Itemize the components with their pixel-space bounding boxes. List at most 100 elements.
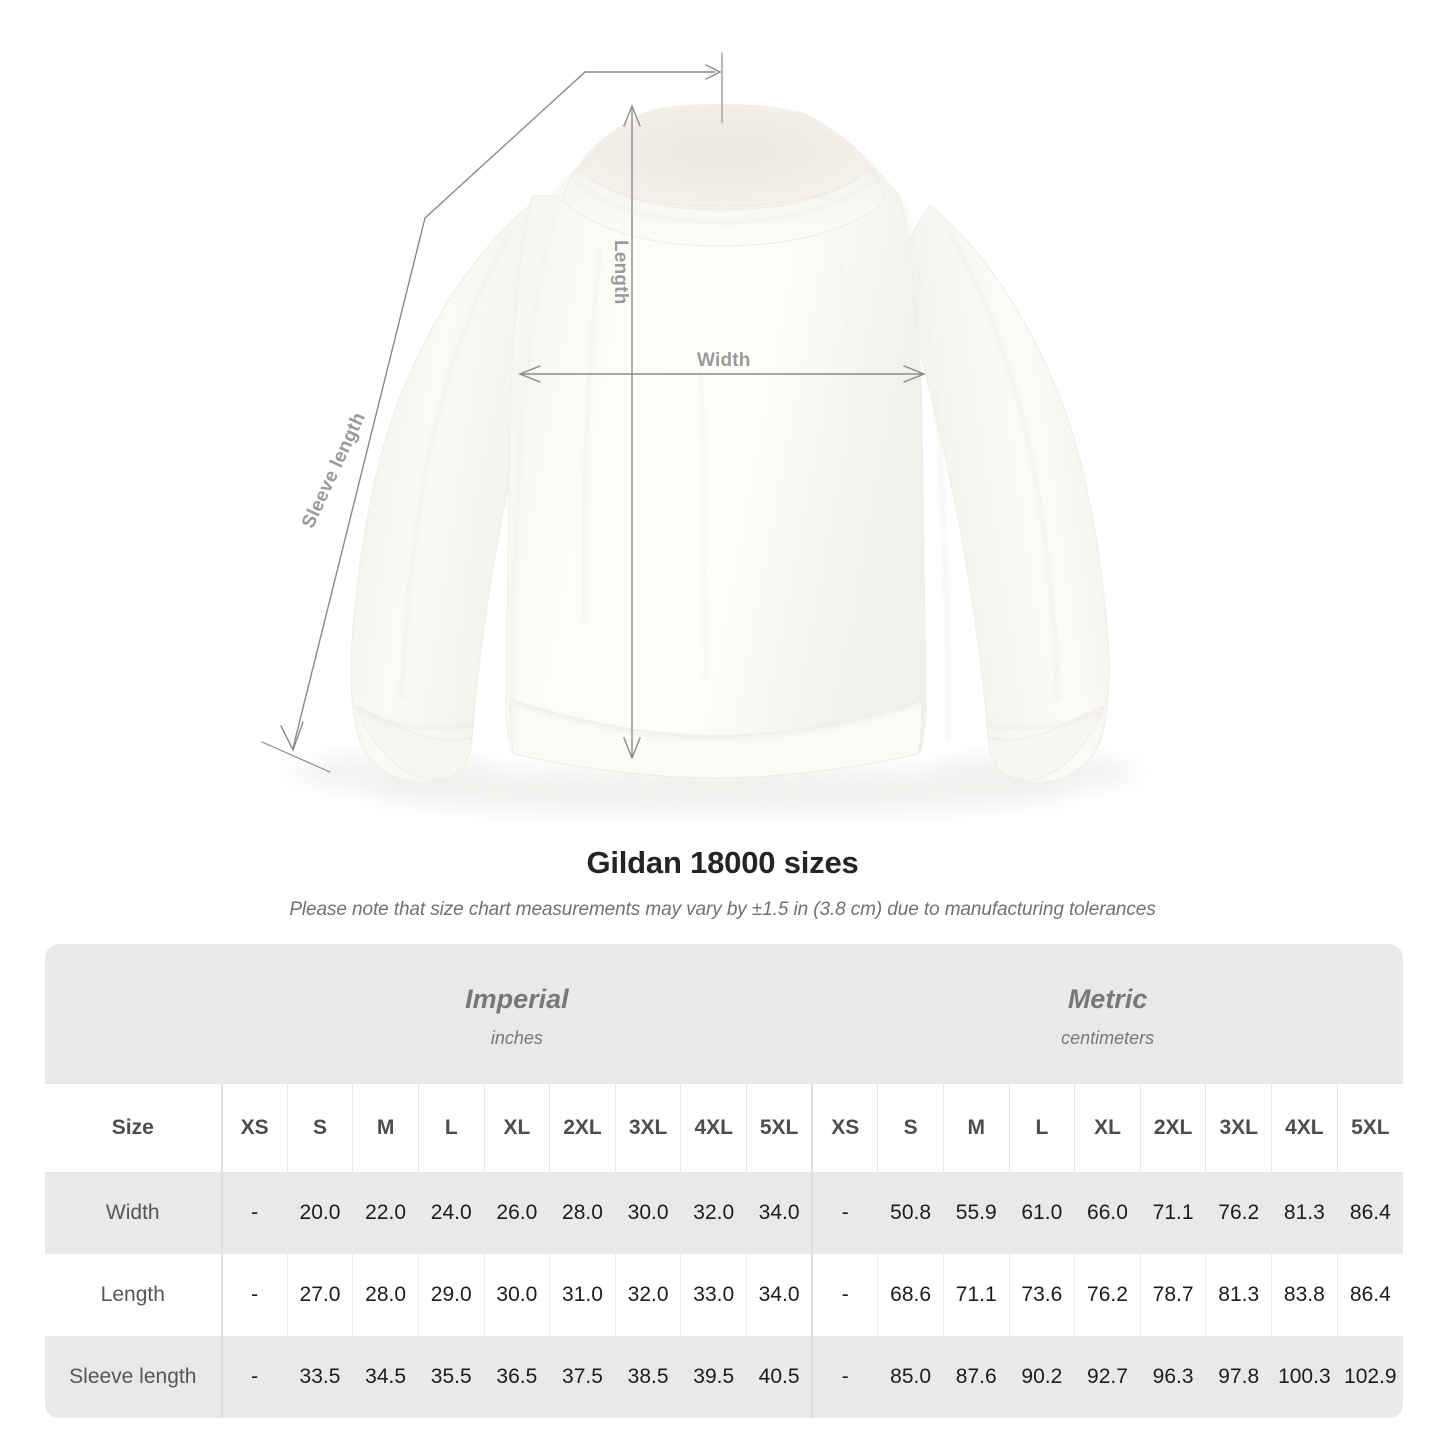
cell-length-imperial-s: 27.0 <box>286 1254 353 1336</box>
size-header-imperial-5xl: 5XL <box>746 1084 813 1172</box>
cell-length-metric-3xl: 81.3 <box>1205 1254 1272 1336</box>
size-header-metric-l: L <box>1008 1084 1075 1172</box>
size-header-metric-s: S <box>877 1084 944 1172</box>
table-row: Width -20.0 22.0 24.0 26.0 28.0 30.0 32.0 34.0-5… <box>45 1172 1403 1254</box>
unit-subtitle: centimeters <box>1061 1028 1155 1049</box>
cell-length-metric-s: 68.6 <box>877 1254 944 1336</box>
size-header-imperial-xl: XL <box>483 1084 550 1172</box>
cell-width-metric-xl: 66.0 <box>1074 1172 1141 1254</box>
cell-width-imperial-xs: - <box>220 1172 288 1254</box>
tolerance-note: Please note that size chart measurements… <box>289 899 1156 920</box>
cell-sleeve-length-imperial-xl: 36.5 <box>483 1336 550 1418</box>
row-label-sleeve-length: Sleeve length <box>45 1336 222 1418</box>
length-dimension <box>623 104 641 760</box>
cell-sleeve-length-metric-4xl: 100.3 <box>1271 1336 1338 1418</box>
length-dimension-label: Length <box>610 240 631 305</box>
size-table-container: Imperial inches Metric centimeters Size XS S M… <box>45 944 1403 1418</box>
cell-width-metric-xs: - <box>811 1172 878 1254</box>
cell-length-metric-l: 73.6 <box>1008 1254 1075 1336</box>
garment-illustration: Length Width Sleeve length <box>261 52 1140 812</box>
size-column-header: Size <box>45 1084 222 1172</box>
cell-length-metric-2xl: 78.7 <box>1139 1254 1206 1336</box>
cell-length-imperial-xs: - <box>220 1254 288 1336</box>
size-header-imperial-3xl: 3XL <box>614 1084 681 1172</box>
width-dimension-label: Width <box>697 350 751 371</box>
cell-sleeve-length-imperial-l: 35.5 <box>417 1336 485 1418</box>
cell-width-imperial-xl: 26.0 <box>483 1172 550 1254</box>
cell-width-imperial-5xl: 34.0 <box>746 1172 813 1254</box>
unit-banner-imperial: Imperial inches <box>221 944 813 1084</box>
size-header-metric-3xl: 3XL <box>1205 1084 1272 1172</box>
sweatshirt-image <box>290 104 1140 812</box>
cell-sleeve-length-metric-2xl: 96.3 <box>1139 1336 1206 1418</box>
cell-length-imperial-2xl: 31.0 <box>549 1254 616 1336</box>
cell-sleeve-length-imperial-5xl: 40.5 <box>746 1336 813 1418</box>
size-header-imperial-4xl: 4XL <box>680 1084 747 1172</box>
size-table-body: Width -20.0 22.0 24.0 26.0 28.0 30.0 32.0 34.0-5… <box>45 1172 1403 1418</box>
cell-length-imperial-m: 28.0 <box>352 1254 419 1336</box>
cell-sleeve-length-metric-xl: 92.7 <box>1074 1336 1141 1418</box>
cell-length-imperial-4xl: 33.0 <box>680 1254 747 1336</box>
cell-sleeve-length-metric-5xl: 102.9 <box>1336 1336 1403 1418</box>
unit-subtitle: inches <box>490 1028 543 1049</box>
size-header-imperial-s: S <box>286 1084 353 1172</box>
cell-sleeve-length-imperial-m: 34.5 <box>352 1336 419 1418</box>
cell-sleeve-length-metric-s: 85.0 <box>877 1336 944 1418</box>
table-row: Sleeve length -33.5 34.5 35.5 36.5 37.5 38.5 39… <box>45 1336 1403 1418</box>
cell-width-metric-2xl: 71.1 <box>1139 1172 1206 1254</box>
cell-length-metric-4xl: 83.8 <box>1271 1254 1338 1336</box>
measurement-annotations <box>261 52 926 773</box>
cell-width-imperial-s: 20.0 <box>286 1172 353 1254</box>
width-dimension <box>518 365 926 383</box>
cell-length-imperial-3xl: 32.0 <box>614 1254 681 1336</box>
row-label-width: Width <box>45 1172 222 1254</box>
cell-sleeve-length-imperial-2xl: 37.5 <box>549 1336 616 1418</box>
cell-sleeve-length-metric-l: 90.2 <box>1008 1336 1075 1418</box>
size-header-imperial-m: M <box>352 1084 419 1172</box>
cell-width-imperial-m: 22.0 <box>352 1172 419 1254</box>
sleeve-length-dimension <box>261 217 426 773</box>
size-header-imperial-xs: XS <box>220 1084 288 1172</box>
size-header-imperial-l: L <box>417 1084 485 1172</box>
size-table-head: Imperial inches Metric centimeters Size XS S M… <box>45 944 1403 1172</box>
cell-length-metric-m: 71.1 <box>942 1254 1010 1336</box>
sleeve-callout-top <box>424 52 723 219</box>
size-header-row: Size XS S M L XL 2XL 3XL 4XL 5XL XS S M L XL 2XL 3XL 4XL 5… <box>45 1084 1403 1172</box>
unit-banner-spacer <box>45 944 222 1084</box>
cell-sleeve-length-imperial-s: 33.5 <box>286 1336 353 1418</box>
cell-sleeve-length-metric-3xl: 97.8 <box>1205 1336 1272 1418</box>
cell-width-metric-4xl: 81.3 <box>1271 1172 1338 1254</box>
cell-sleeve-length-imperial-3xl: 38.5 <box>614 1336 681 1418</box>
unit-banner-metric: Metric centimeters <box>812 944 1403 1084</box>
cell-length-metric-5xl: 86.4 <box>1336 1254 1403 1336</box>
size-header-metric-4xl: 4XL <box>1271 1084 1338 1172</box>
cell-width-metric-m: 55.9 <box>942 1172 1010 1254</box>
size-header-metric-m: M <box>942 1084 1010 1172</box>
cell-width-imperial-2xl: 28.0 <box>549 1172 616 1254</box>
unit-system-banner-row: Imperial inches Metric centimeters <box>45 944 1403 1084</box>
cell-width-imperial-4xl: 32.0 <box>680 1172 747 1254</box>
cell-length-imperial-5xl: 34.0 <box>746 1254 813 1336</box>
cell-length-metric-xl: 76.2 <box>1074 1254 1141 1336</box>
cell-width-metric-s: 50.8 <box>877 1172 944 1254</box>
cell-sleeve-length-metric-m: 87.6 <box>942 1336 1010 1418</box>
title-block: Gildan 18000 sizes Please note that size… <box>0 845 1445 921</box>
cell-width-imperial-l: 24.0 <box>417 1172 485 1254</box>
cell-width-metric-3xl: 76.2 <box>1205 1172 1272 1254</box>
row-label-length: Length <box>45 1254 222 1336</box>
cell-width-imperial-3xl: 30.0 <box>614 1172 681 1254</box>
cell-length-imperial-xl: 30.0 <box>483 1254 550 1336</box>
size-header-metric-xs: XS <box>811 1084 878 1172</box>
cell-length-imperial-l: 29.0 <box>417 1254 485 1336</box>
cell-sleeve-length-imperial-4xl: 39.5 <box>680 1336 747 1418</box>
table-row: Length -27.0 28.0 29.0 30.0 31.0 32.0 33.0 34.0-… <box>45 1254 1403 1336</box>
size-header-imperial-2xl: 2XL <box>549 1084 616 1172</box>
size-header-metric-2xl: 2XL <box>1139 1084 1206 1172</box>
cell-sleeve-length-imperial-xs: - <box>220 1336 288 1418</box>
cell-sleeve-length-metric-xs: - <box>811 1336 878 1418</box>
cell-width-metric-5xl: 86.4 <box>1336 1172 1403 1254</box>
unit-name: Metric <box>1067 983 1148 1014</box>
cell-width-metric-l: 61.0 <box>1008 1172 1075 1254</box>
size-header-metric-5xl: 5XL <box>1336 1084 1403 1172</box>
